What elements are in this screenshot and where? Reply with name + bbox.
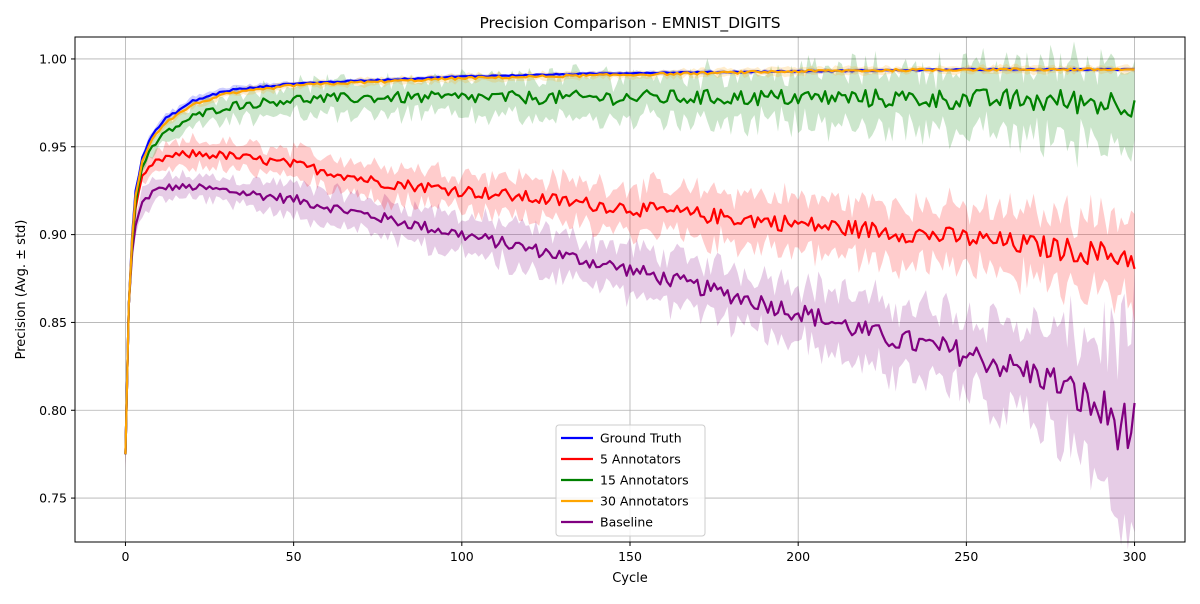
y-tick-label: 0.75 [39, 491, 67, 506]
y-tick-label: 0.95 [39, 139, 67, 154]
axis-ticks: 0 50 100 150 200 250 300 0.75 0.80 0.85 0.90 0.95 1.… [39, 51, 1146, 564]
x-tick-label: 250 [954, 549, 978, 564]
y-axis-label: Precision (Avg. ± std) [14, 220, 29, 360]
series-line-baseline [124, 182, 1136, 455]
std-bands [125, 41, 1135, 550]
x-tick-label: 200 [786, 549, 810, 564]
x-axis-label: Cycle [612, 571, 648, 586]
series-line-15-annotators [124, 88, 1136, 455]
x-tick-label: 100 [450, 549, 474, 564]
x-tick-label: 150 [618, 549, 642, 564]
std-band-5-annotators [125, 132, 1135, 469]
std-band-baseline [125, 169, 1135, 550]
legend-label: 15 Annotators [600, 473, 689, 488]
legend-box [555, 424, 706, 537]
y-tick-label: 0.85 [39, 315, 67, 330]
legend-label: Baseline [600, 515, 653, 530]
legend: Ground Truth 5 Annotators 15 Annotators 30 … [555, 424, 706, 537]
chart-title: Precision Comparison - EMNIST_DIGITS [479, 14, 780, 33]
legend-label: 30 Annotators [600, 494, 689, 509]
y-tick-label: 1.00 [39, 51, 67, 66]
x-tick-label: 300 [1123, 549, 1147, 564]
std-band-15-annotators [125, 41, 1135, 465]
series-lines [124, 67, 1136, 455]
x-tick-label: 50 [286, 549, 302, 564]
legend-label: 5 Annotators [600, 452, 681, 467]
x-tick-label: 0 [121, 549, 129, 564]
series-line-5-annotators [124, 149, 1136, 455]
y-tick-label: 0.90 [39, 227, 67, 242]
legend-label: Ground Truth [600, 431, 682, 446]
series-line-30-annotators [124, 67, 1135, 455]
y-tick-label: 0.80 [39, 403, 67, 418]
